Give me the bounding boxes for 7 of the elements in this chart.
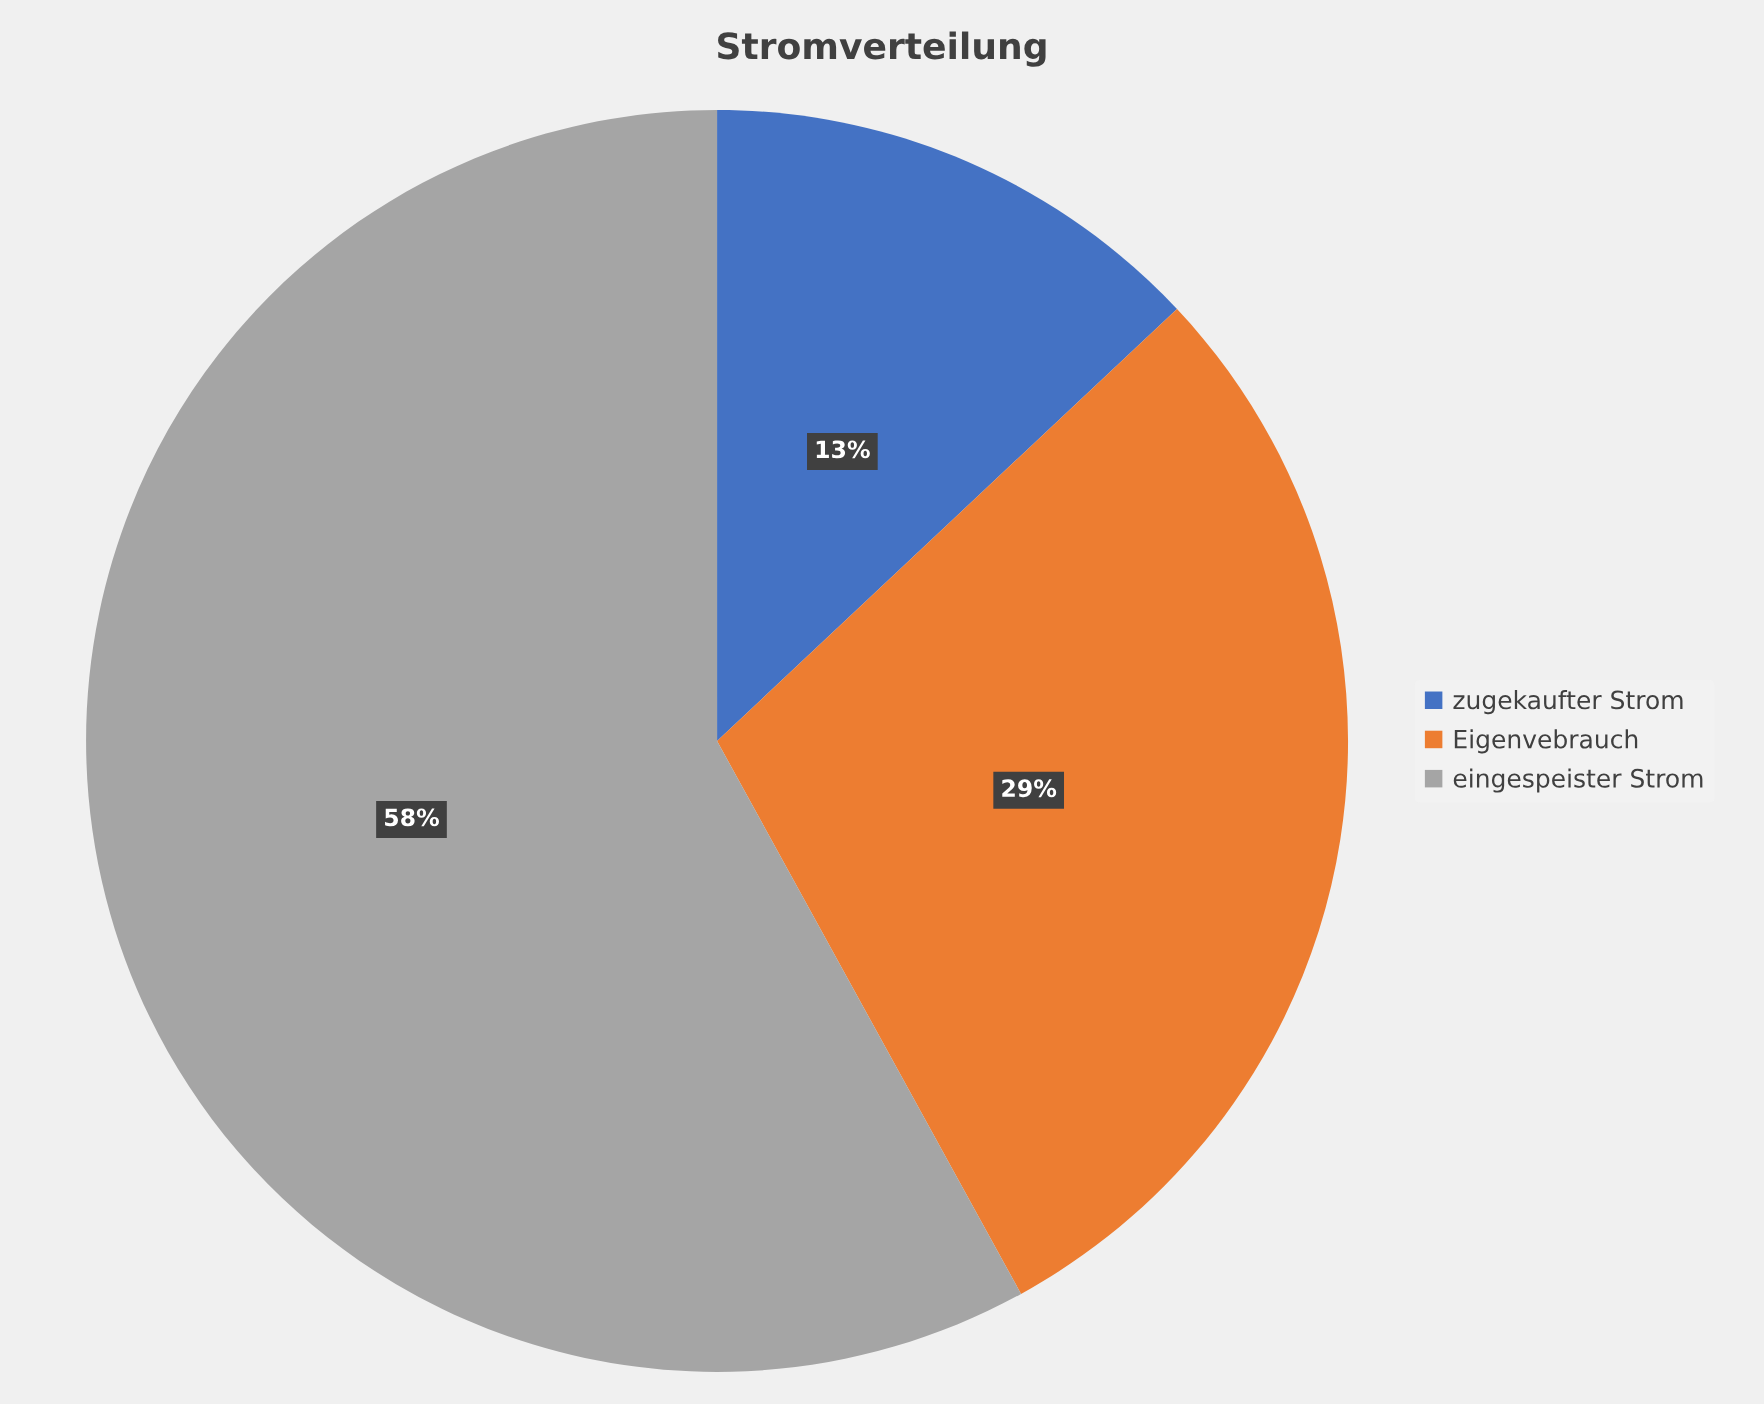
data-label: 29%: [1002, 779, 1057, 798]
data-label: 58%: [385, 808, 439, 827]
chart-title: Stromverteilung: [718, 31, 1046, 67]
data-label: 13%: [816, 440, 870, 459]
legend-label: eingespeister Strom: [1453, 768, 1703, 793]
legend-label: zugekaufter Strom: [1453, 690, 1683, 715]
legend-label: Eigenvebrauch: [1454, 729, 1638, 754]
